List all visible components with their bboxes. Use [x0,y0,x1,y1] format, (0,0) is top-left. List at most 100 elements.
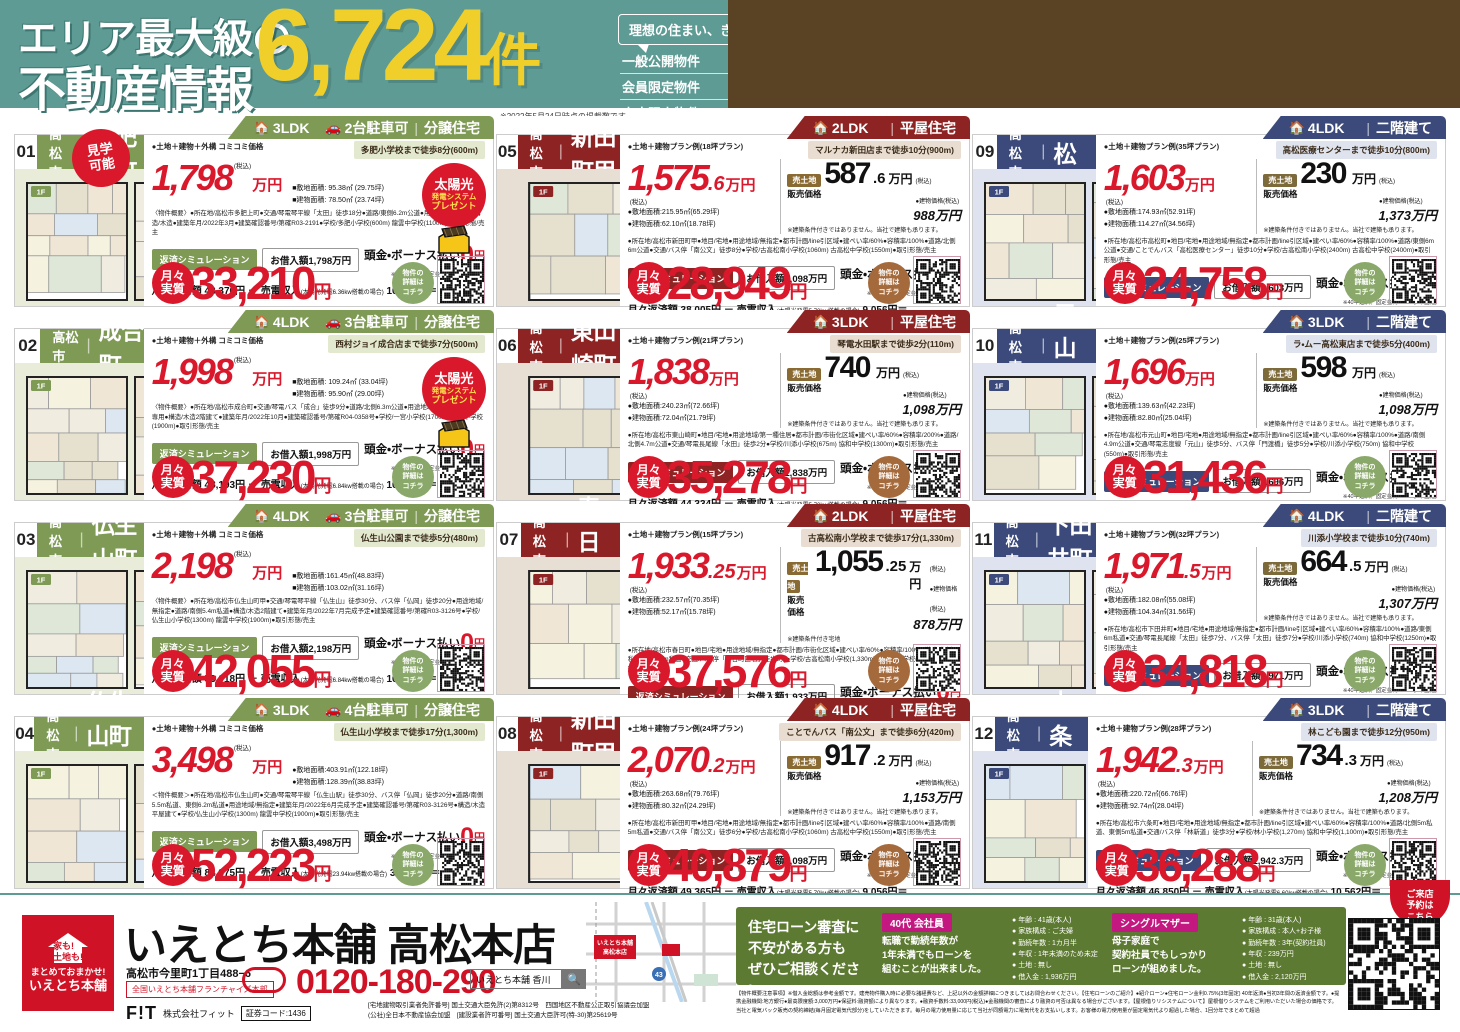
property-card[interactable]: 🏠 4LDK | 平屋住宅 08 高松市 | 新田町甲 1F ●土地＋建物プラン [496,698,970,898]
card-right: ●土地＋建物プラン例(25坪プラン) ラ・ムー高松東店まで徒歩5分(400m) … [1095,329,1445,519]
card-left: 08 高松市 | 新田町甲 1F [497,706,620,888]
search-input[interactable]: いえとち本舗 香川 [470,969,562,989]
qr-code-main[interactable] [1348,918,1440,1010]
property-card[interactable]: 🏠 3LDK 🚗4台駐車可| 分譲住宅 04 高松市 | 仏生山町甲 1F 2F [14,689,494,891]
qr-code[interactable] [437,450,485,498]
details-circle[interactable]: 物件の 詳細は コチラ [868,262,910,304]
card-title-bar: 07 高松市 | 春日町 [497,495,620,589]
card-title-bar: 03 高松市 | 仏生山町 [15,512,144,572]
case-fact: 勤続年数 : 1カ月半 [1012,938,1142,949]
qr-code[interactable] [913,644,961,692]
card-title-bar: 02 高松市 | 成合町 [15,318,144,378]
case-fact: 年齢 : 31歳(本人) [1242,915,1342,926]
house-icon: 🏠 [253,507,270,523]
package-price-decimal: .3 [1175,755,1193,777]
car-icon: 🚗 [325,313,342,329]
package-price-block: 1,971.5 万円 (税込) ●敷地面積:182.08㎡(55.08坪) ●建物… [1104,547,1251,622]
package-price: 1,575 [627,157,710,198]
solar-line-3: プレゼント [431,201,477,212]
details-circle[interactable]: 物件の 詳細は コチラ [868,844,910,886]
land-price-label: 販売価格 [1263,577,1298,587]
details-circle[interactable]: 物件の 詳細は コチラ [868,650,910,692]
property-card[interactable]: 🏠 2LDK | 平屋住宅 07 高松市 | 春日町 1F ●土地＋建物プラン例 [496,495,970,734]
loan-consult-panel-2: シングルマザー 母子家庭で 契約社員でもしっかり ローンが組めました。 年齢 :… [1106,907,1346,985]
qr-code[interactable] [913,256,961,304]
car-icon: 🚗 [325,701,342,717]
package-price: 3,498 [151,739,234,780]
effective-monthly-row: 月々 実質 24,758 円 物件の 詳細は コチラ [1103,256,1437,306]
card-body: 08 高松市 | 新田町甲 1F ●土地＋建物プラン例(24坪プラン) ことでん… [496,706,970,898]
details-circle[interactable]: 物件の 詳細は コチラ [1344,650,1386,692]
qr-code[interactable] [437,838,485,886]
svg-text:1F: 1F [37,576,46,585]
card-title-bar: 08 高松市 | 新田町甲 [497,706,620,766]
qr-code[interactable] [913,838,961,886]
property-card[interactable]: 🏠 2LDK | 平屋住宅 05 高松市 | 新田町甲 1F ●土地＋建物プラン [496,116,970,316]
package-price-tax: (税込) [233,163,252,170]
qr-code[interactable] [913,450,961,498]
details-circle[interactable]: 物件の 詳細は コチラ [1344,262,1386,304]
property-card[interactable]: 🏠 3LDK | 二階建て 10 高松市 | 元山町 1F 2F [972,301,1446,519]
property-card[interactable]: 🏠 3LDK | 平屋住宅 06 高松市 | 東山崎町 1F ●土地＋建物プラン [496,310,970,510]
effective-monthly-unit: 円 [313,670,332,690]
footer: 家も! 土地も! まとめておまかせ! いえとち本舗 いえとち本舗 高松本店 高松… [0,880,1460,1032]
qr-code[interactable] [1389,450,1437,498]
details-circle[interactable]: 物件の 詳細は コチラ [392,650,434,692]
card-right: ●土地＋建物プラン例(24坪プラン) ことでんバス「南公文」まで徒歩6分(420… [619,717,969,898]
card-ribbon: 🏠 3LDK 🚗 4台駐車可 | 分譲住宅 [227,698,494,721]
effective-badge: 月々 実質 [1103,456,1146,498]
details-circle[interactable]: 物件の 詳細は コチラ [392,262,434,304]
loan-amount: お借入額1,998万円 [262,441,360,466]
property-card[interactable]: 🏠 4LDK | 二階建て 09 高松市 | 高松町 1F 2F [972,107,1446,325]
details-circle[interactable]: 物件の 詳細は コチラ [392,456,434,498]
effective-monthly-unit: 円 [789,476,808,496]
land-price-unit: 万円 [1351,172,1376,186]
details-circle[interactable]: 物件の 詳細は コチラ [868,456,910,498]
property-card[interactable]: 🏠 4LDK 🚗3台駐車可| 分譲住宅 03 高松市 | 仏生山町 1F 2F [14,504,494,697]
property-card[interactable]: 🏠 3LDK 🚗2台駐車可| 分譲住宅 01 高松市 | 多肥上町 1F 2F … [14,116,494,309]
floor-plan: 1F [497,169,620,306]
card-left: 02 高松市 | 成合町 1F 2F [15,318,144,500]
package-price: 1,942 [1095,739,1178,780]
effective-badge: 月々 実質 [1103,650,1146,692]
property-card[interactable]: 🏠 4LDK | 二階建て 11 高松市 | 下田井町 1F 2F [972,504,1446,713]
details-circle[interactable]: 物件の 詳細は コチラ [392,844,434,886]
area-line-2: ●建物面積:114.27㎡(34.56坪) [1103,221,1195,229]
card-ribbon: 🏠 2LDK | 平屋住宅 [786,116,970,139]
fineprint-notes: 【物件概要注意事項】※借入金総額は参考金額です。建売物件購入時に必要な諸経費など… [736,991,1340,1014]
svg-text:1F: 1F [995,188,1004,197]
car-icon: 🚗 [325,507,342,523]
phone-number[interactable]: 0120-180-290 [296,963,497,1001]
land-price: 734 [1295,739,1343,772]
card-right: ●土地＋建物プラン例(15坪プラン) 古高松南小学校まで徒歩17分(1,330m… [619,523,969,734]
qr-code[interactable] [437,644,485,692]
case-fact: 土地 : 無し [1242,960,1342,971]
qr-code[interactable] [1389,644,1437,692]
package-price-block: 1,998 (税込) 万円 ■敷地面積: 109.24㎡ (33.04坪) ■建物面… [152,354,485,400]
nearby-facility: 多肥小学校まで徒歩8分(600m) [353,141,485,159]
logo-tagline-mid: まとめておまかせ! [30,967,106,978]
property-card[interactable]: 🏠 4LDK 🚗3台駐車可| 分譲住宅 02 高松市 | 成合町 1F 2F [14,310,494,503]
details-circle[interactable]: 物件の 詳細は コチラ [1344,844,1386,886]
downpayment-unit: 円 [950,686,961,699]
card-number: 01 [15,135,37,169]
land-price-decimal: .25 [885,558,907,575]
search-icon[interactable]: 🔍 [562,969,586,989]
card-right: ●土地＋建物プラン例(18坪プラン) マルナカ新田店まで徒歩10分(900m) … [619,135,969,316]
search-widget[interactable]: いえとち本舗 香川 🔍 [470,969,586,989]
card-body: 06 高松市 | 東山崎町 1F ●土地＋建物プラン例(21坪プラン) 琴電水田… [496,318,970,510]
land-tag: 売土地 [1263,368,1298,381]
house-icon: 🏠 [253,313,270,329]
card-title-bar: 10 高松市 | 元山町 [973,301,1096,395]
effective-monthly-row: 月々 実質 33,210 円 物件の 詳細は コチラ [151,256,485,306]
land-price: 740 [824,351,871,384]
area-line-1: ■敷地面積: 95.38㎡ (29.75坪) [292,185,384,192]
package-price: 2,070 [627,739,710,780]
qr-code[interactable] [437,256,485,304]
qr-code[interactable] [1389,256,1437,304]
effective-monthly-row: 月々 実質 37,576 円 物件の 詳細は コチラ [627,644,961,694]
details-circle[interactable]: 物件の 詳細は コチラ [1344,456,1386,498]
property-card[interactable]: 🏠 3LDK | 二階建て 12 高松市 | 六条町 1F 2F [972,689,1446,898]
qr-code[interactable] [1389,838,1437,886]
house-icon: 🏠 [812,313,829,329]
